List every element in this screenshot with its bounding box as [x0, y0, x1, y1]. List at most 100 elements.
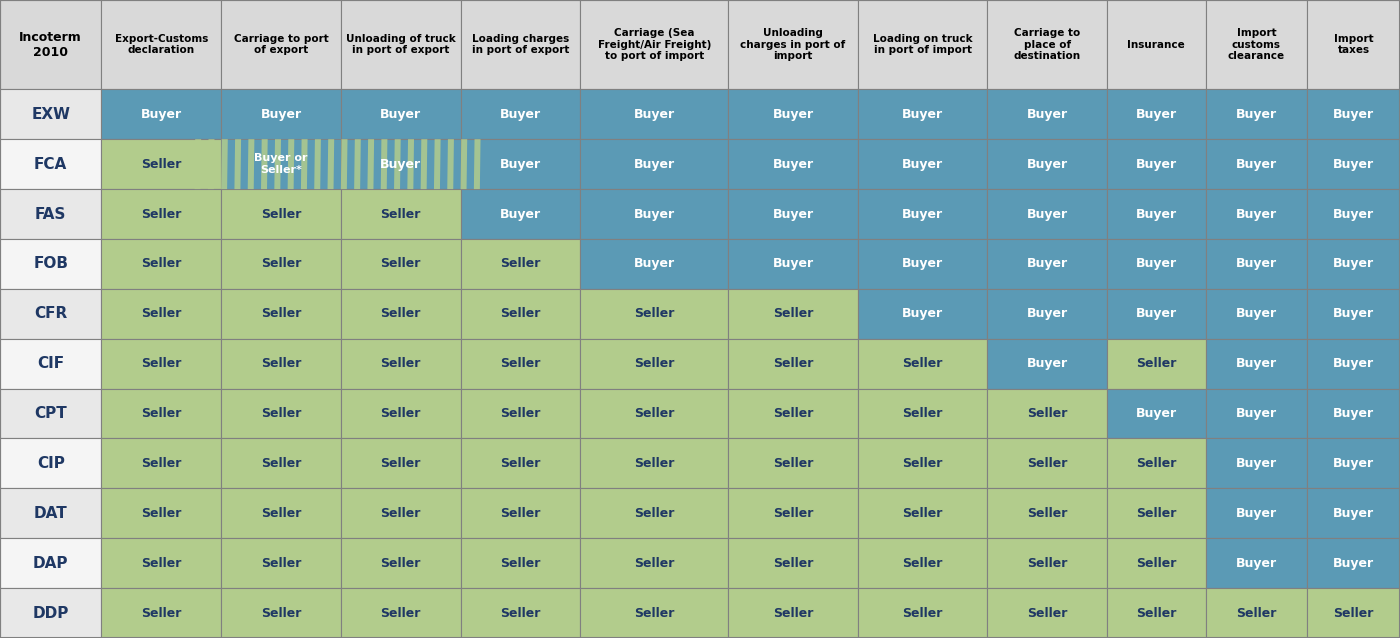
Text: Buyer: Buyer [902, 108, 944, 121]
Polygon shape [287, 139, 294, 189]
Text: Buyer: Buyer [1333, 557, 1373, 570]
Text: Buyer: Buyer [1135, 108, 1177, 121]
Text: Seller: Seller [500, 607, 540, 619]
Bar [221, 339, 340, 389]
Bar [461, 289, 580, 339]
Text: Buyer: Buyer [1026, 108, 1068, 121]
Text: Seller: Seller [381, 507, 421, 520]
Text: Buyer: Buyer [902, 257, 944, 271]
Text: FAS: FAS [35, 207, 66, 221]
Text: CPT: CPT [35, 406, 67, 421]
Text: Import
taxes: Import taxes [1334, 34, 1373, 56]
Text: Buyer: Buyer [1333, 308, 1373, 320]
Text: Buyer: Buyer [1333, 207, 1373, 221]
Text: Seller: Seller [903, 407, 942, 420]
Bar [987, 189, 1107, 239]
Bar [101, 139, 221, 189]
Bar [1107, 189, 1205, 239]
Bar [221, 0, 340, 89]
Text: Seller: Seller [381, 207, 421, 221]
Bar [1107, 488, 1205, 538]
Bar [728, 588, 858, 638]
Text: Buyer: Buyer [1135, 407, 1177, 420]
Text: Seller: Seller [260, 607, 301, 619]
Polygon shape [274, 139, 281, 189]
Bar [461, 0, 580, 89]
Bar [101, 438, 221, 488]
Bar [101, 89, 221, 139]
Bar [1308, 438, 1400, 488]
Bar [461, 488, 580, 538]
Bar [340, 189, 461, 239]
Bar [987, 239, 1107, 289]
Bar [1205, 89, 1308, 139]
Bar [987, 588, 1107, 638]
Bar [221, 538, 340, 588]
Bar [858, 438, 987, 488]
Bar [0, 389, 101, 438]
Bar [580, 339, 728, 389]
Bar [1205, 289, 1308, 339]
Text: Buyer: Buyer [1135, 158, 1177, 170]
Text: Seller: Seller [500, 507, 540, 520]
Text: Seller: Seller [260, 457, 301, 470]
Bar [0, 538, 101, 588]
Text: Seller: Seller [1137, 557, 1176, 570]
Bar [728, 538, 858, 588]
Bar [728, 89, 858, 139]
Text: CIP: CIP [36, 456, 64, 471]
Text: Seller: Seller [634, 457, 675, 470]
Text: Seller: Seller [903, 357, 942, 370]
Text: DAP: DAP [34, 556, 69, 570]
Polygon shape [221, 139, 228, 189]
Text: Buyer: Buyer [773, 257, 813, 271]
Text: Seller: Seller [903, 457, 942, 470]
Text: Seller: Seller [634, 557, 675, 570]
Bar [1308, 189, 1400, 239]
Text: Buyer: Buyer [260, 108, 301, 121]
Bar [858, 588, 987, 638]
Text: Seller: Seller [1028, 457, 1067, 470]
Text: Seller: Seller [260, 357, 301, 370]
Bar [580, 189, 728, 239]
Text: Seller: Seller [381, 308, 421, 320]
Text: Seller: Seller [1028, 507, 1067, 520]
Text: Seller: Seller [1137, 607, 1176, 619]
Text: Import
customs
clearance: Import customs clearance [1228, 28, 1285, 61]
Text: Buyer: Buyer [1236, 457, 1277, 470]
Polygon shape [260, 139, 267, 189]
Bar [580, 89, 728, 139]
Polygon shape [447, 139, 454, 189]
Bar [0, 139, 101, 189]
Text: Seller: Seller [773, 457, 813, 470]
Polygon shape [234, 139, 241, 189]
Text: Buyer: Buyer [634, 207, 675, 221]
Text: Buyer: Buyer [381, 158, 421, 170]
Bar [461, 239, 580, 289]
Text: Buyer: Buyer [1135, 257, 1177, 271]
Bar [340, 588, 461, 638]
Bar [101, 189, 221, 239]
Text: Buyer: Buyer [1236, 108, 1277, 121]
Bar [580, 538, 728, 588]
Bar [858, 89, 987, 139]
Text: Seller: Seller [1236, 607, 1277, 619]
Text: Seller: Seller [260, 507, 301, 520]
Text: Seller: Seller [260, 557, 301, 570]
Text: DDP: DDP [32, 605, 69, 621]
Text: CIF: CIF [38, 356, 64, 371]
Bar [858, 189, 987, 239]
Bar [0, 438, 101, 488]
Text: Seller: Seller [260, 407, 301, 420]
Text: Seller: Seller [773, 507, 813, 520]
Bar [1308, 239, 1400, 289]
Text: Buyer: Buyer [1333, 257, 1373, 271]
Bar [461, 588, 580, 638]
Text: Seller: Seller [1028, 407, 1067, 420]
Bar [728, 139, 858, 189]
Bar [340, 289, 461, 339]
Text: Seller: Seller [1028, 557, 1067, 570]
Bar [1107, 289, 1205, 339]
Text: Seller: Seller [141, 507, 182, 520]
Text: Buyer: Buyer [1333, 108, 1373, 121]
